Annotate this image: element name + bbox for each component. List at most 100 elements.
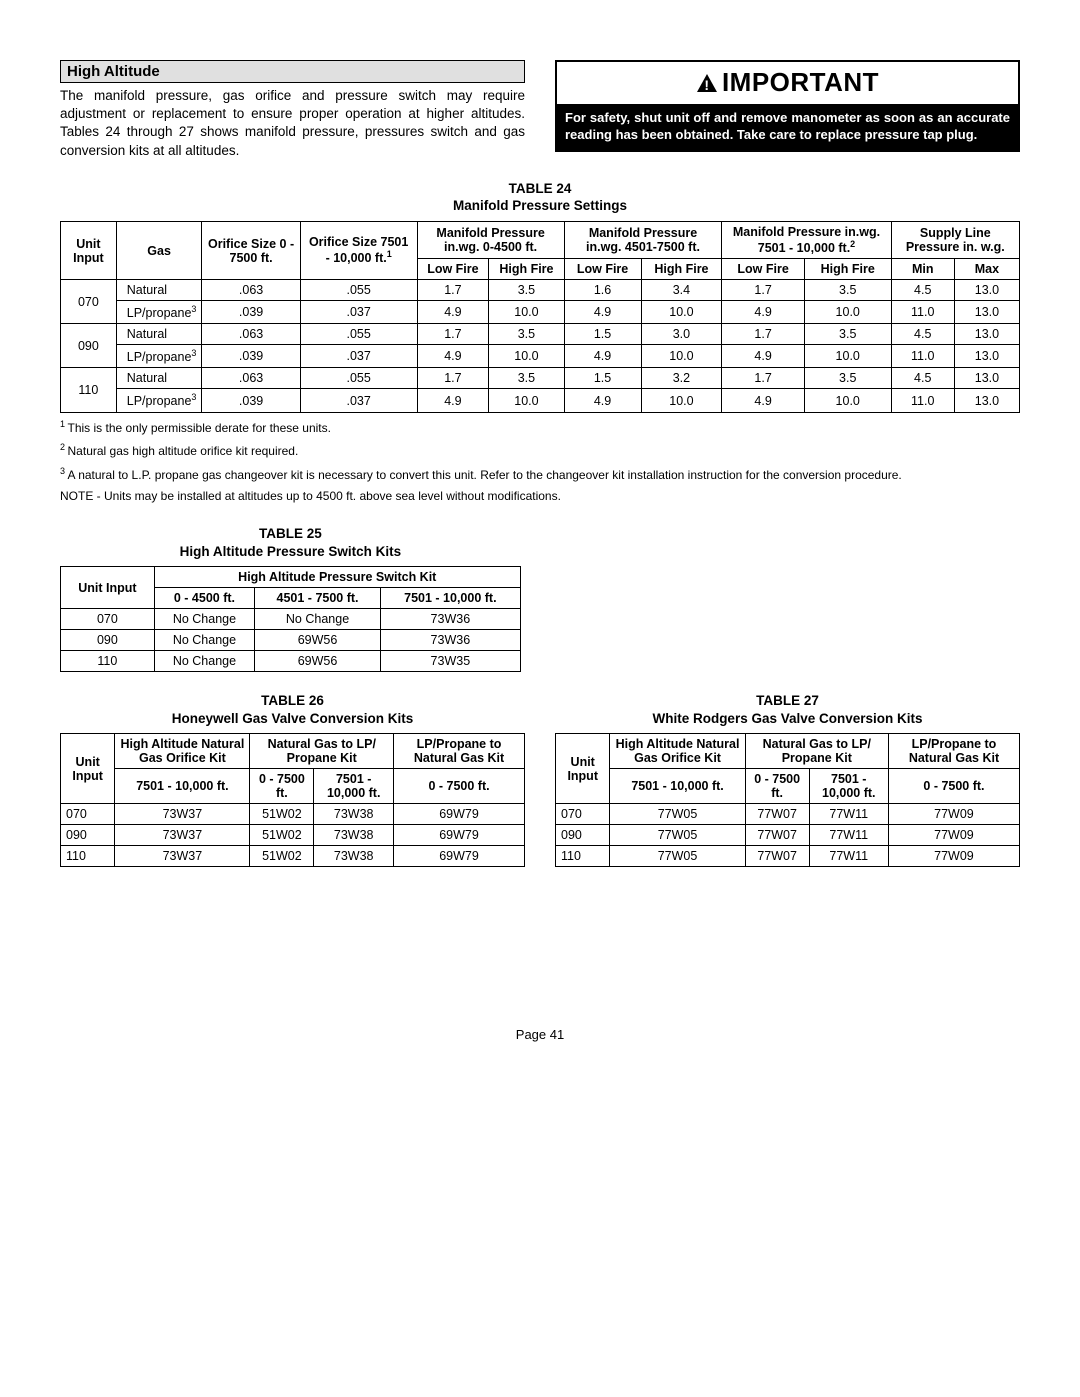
cell-value: .039	[202, 345, 300, 368]
cell-value: .055	[300, 280, 417, 301]
intro-right: ! IMPORTANT For safety, shut unit off an…	[555, 60, 1020, 152]
cell-value: 3.5	[804, 324, 891, 345]
th-gas: Gas	[116, 221, 202, 279]
table-row: LP/propane3.039.0374.910.04.910.04.910.0…	[61, 301, 1020, 324]
cell-value: 4.9	[417, 345, 489, 368]
th-supply: Supply Line Pressure in. w.g.	[891, 221, 1019, 258]
cell-value: .063	[202, 280, 300, 301]
cell-value: 10.0	[804, 389, 891, 412]
th-mp1: Manifold Pressure in.wg. 0-4500 ft.	[417, 221, 564, 258]
important-header-text: IMPORTANT	[722, 67, 879, 97]
table-row: 110No Change69W5673W35	[61, 651, 521, 672]
table26-title: TABLE 26 Honeywell Gas Valve Conversion …	[60, 692, 525, 727]
cell-gas: LP/propane3	[116, 389, 202, 412]
cell-value: 11.0	[891, 345, 954, 368]
cell-value: 070	[61, 804, 115, 825]
cell-value: 73W37	[115, 846, 250, 867]
t27-th-s1: 7501 - 10,000 ft.	[610, 769, 745, 804]
cell-value: 77W05	[610, 846, 745, 867]
cell-value: 77W09	[888, 846, 1019, 867]
table-row: LP/propane3.039.0374.910.04.910.04.910.0…	[61, 389, 1020, 412]
cell-value: 3.5	[804, 280, 891, 301]
table26: Unit Input High Altitude Natural Gas Ori…	[60, 733, 525, 867]
important-box: ! IMPORTANT For safety, shut unit off an…	[555, 60, 1020, 152]
cell-value: 1.7	[417, 324, 489, 345]
cell-value: 10.0	[489, 301, 564, 324]
cell-value: 10.0	[641, 301, 722, 324]
cell-value: 11.0	[891, 301, 954, 324]
cell-value: 51W02	[250, 825, 314, 846]
cell-value: 1.7	[722, 280, 804, 301]
cell-value: 73W36	[380, 609, 520, 630]
t27-th-c3: LP/Propane to Natural Gas Kit	[888, 734, 1019, 769]
cell-value: 77W07	[745, 846, 809, 867]
th-mp3-sup: 2	[850, 239, 855, 249]
cell-value: No Change	[154, 651, 254, 672]
t27-th-s4: 0 - 7500 ft.	[888, 769, 1019, 804]
cell-value: 73W37	[115, 804, 250, 825]
cell-gas: LP/propane3	[116, 301, 202, 324]
cell-value: 110	[61, 846, 115, 867]
t25-th-c1: 0 - 4500 ft.	[154, 588, 254, 609]
warning-icon: !	[696, 69, 718, 100]
cell-gas: Natural	[116, 324, 202, 345]
cell-value: 13.0	[954, 368, 1019, 389]
intro-left: High Altitude The manifold pressure, gas…	[60, 60, 525, 160]
table25: Unit Input High Altitude Pressure Switch…	[60, 566, 521, 672]
t25-th-main: High Altitude Pressure Switch Kit	[154, 567, 520, 588]
th-unit-input: Unit Input	[61, 221, 117, 279]
table-row: 07073W3751W0273W3869W79	[61, 804, 525, 825]
footnote-1-text: This is the only permissible derate for …	[68, 421, 331, 435]
cell-value: 070	[556, 804, 610, 825]
t26-th-s4: 0 - 7500 ft.	[394, 769, 525, 804]
important-body: For safety, shut unit off and remove man…	[557, 104, 1018, 150]
cell-value: .055	[300, 324, 417, 345]
cell-value: 73W37	[115, 825, 250, 846]
table-row: 11073W3751W0273W3869W79	[61, 846, 525, 867]
cell-value: 4.5	[891, 280, 954, 301]
cell-value: 69W79	[394, 804, 525, 825]
table27-wrap: TABLE 27 White Rodgers Gas Valve Convers…	[555, 672, 1020, 867]
cell-value: 090	[556, 825, 610, 846]
cell-value: 110	[61, 651, 155, 672]
t26-th-s2: 0 - 7500 ft.	[250, 769, 314, 804]
cell-value: 77W07	[745, 804, 809, 825]
footnote-2-text: Natural gas high altitude orifice kit re…	[68, 444, 299, 458]
th-orifice2: Orifice Size 7501 - 10,000 ft.1	[300, 221, 417, 279]
th-orifice1: Orifice Size 0 - 7500 ft.	[202, 221, 300, 279]
footnote-3-text: A natural to L.P. propane gas changeover…	[68, 468, 902, 482]
cell-value: 1.6	[564, 280, 641, 301]
th-mp3-txt: Manifold Pressure in.wg. 7501 - 10,000 f…	[733, 225, 880, 255]
cell-value: 73W38	[314, 846, 394, 867]
cell-value: 1.7	[417, 368, 489, 389]
cell-value: 51W02	[250, 804, 314, 825]
table27-title: TABLE 27 White Rodgers Gas Valve Convers…	[555, 692, 1020, 727]
table26-title-l2: Honeywell Gas Valve Conversion Kits	[172, 711, 414, 726]
intro-row: High Altitude The manifold pressure, gas…	[60, 60, 1020, 160]
t26-th-unit: Unit Input	[61, 734, 115, 804]
th-min: Min	[891, 259, 954, 280]
table-row: 09077W0577W0777W1177W09	[556, 825, 1020, 846]
table26-title-l1: TABLE 26	[261, 693, 324, 708]
cell-value: 3.5	[489, 324, 564, 345]
footnote-note: NOTE - Units may be installed at altitud…	[60, 489, 1020, 505]
cell-value: .039	[202, 389, 300, 412]
cell-value: 13.0	[954, 280, 1019, 301]
footnote-1: 1 This is the only permissible derate fo…	[60, 419, 1020, 437]
cell-value: .063	[202, 324, 300, 345]
footnote-2: 2 Natural gas high altitude orifice kit …	[60, 442, 1020, 460]
cell-unit: 110	[61, 368, 117, 412]
table25-title-l2: High Altitude Pressure Switch Kits	[180, 544, 402, 559]
t27-th-c2: Natural Gas to LP/ Propane Kit	[745, 734, 888, 769]
table24: Unit Input Gas Orifice Size 0 - 7500 ft.…	[60, 221, 1020, 413]
t27-th-c1: High Altitude Natural Gas Orifice Kit	[610, 734, 745, 769]
cell-value: 77W11	[809, 846, 888, 867]
cell-value: 3.2	[641, 368, 722, 389]
cell-value: 69W79	[394, 846, 525, 867]
cell-value: 3.5	[489, 280, 564, 301]
cell-value: 4.9	[722, 301, 804, 324]
t26-th-s3: 7501 - 10,000 ft.	[314, 769, 394, 804]
cell-gas: Natural	[116, 280, 202, 301]
cell-value: 10.0	[804, 345, 891, 368]
table-row: 070Natural.063.0551.73.51.63.41.73.54.51…	[61, 280, 1020, 301]
